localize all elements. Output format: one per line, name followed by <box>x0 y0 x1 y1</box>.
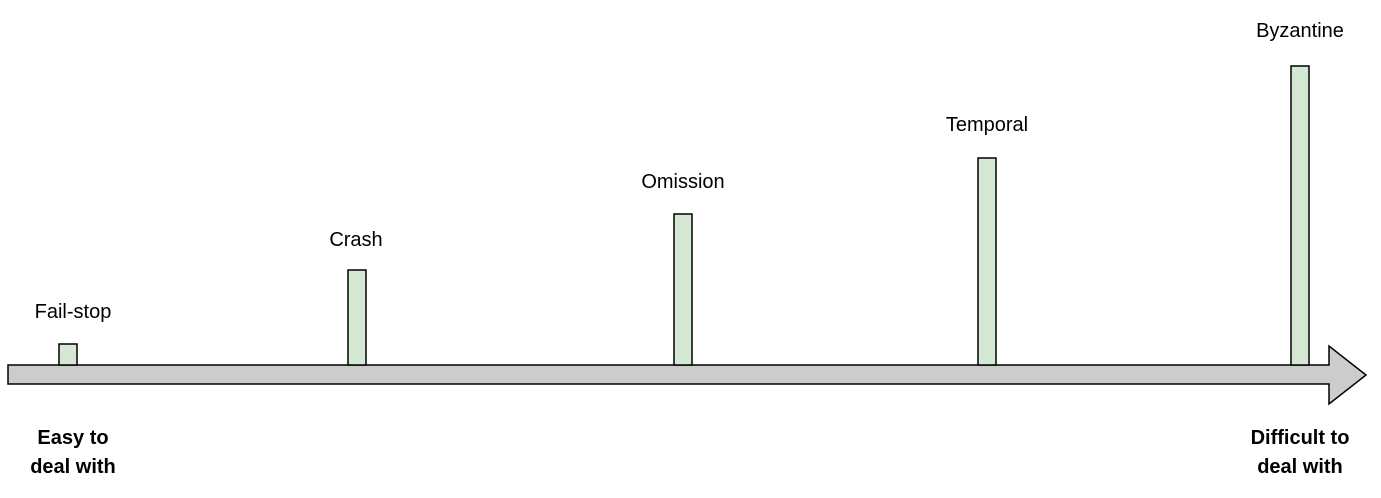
easy-label-line1: Easy to <box>37 427 108 449</box>
easy-label-line2: deal with <box>30 456 116 478</box>
label-crash: Crash <box>329 229 382 251</box>
difficult-label-line2: deal with <box>1257 456 1343 478</box>
label-omission: Omission <box>641 171 724 193</box>
bar-byzantine <box>1290 65 1310 366</box>
bar-temporal <box>977 157 997 366</box>
bar-omission <box>673 213 693 366</box>
difficult-label-line1: Difficult to <box>1251 427 1350 449</box>
label-fail-stop: Fail-stop <box>35 301 112 323</box>
label-byzantine: Byzantine <box>1256 20 1344 42</box>
bar-fail-stop <box>58 343 78 366</box>
label-temporal: Temporal <box>946 114 1028 136</box>
bar-crash <box>347 269 367 366</box>
difficulty-axis-arrow <box>7 344 1368 406</box>
